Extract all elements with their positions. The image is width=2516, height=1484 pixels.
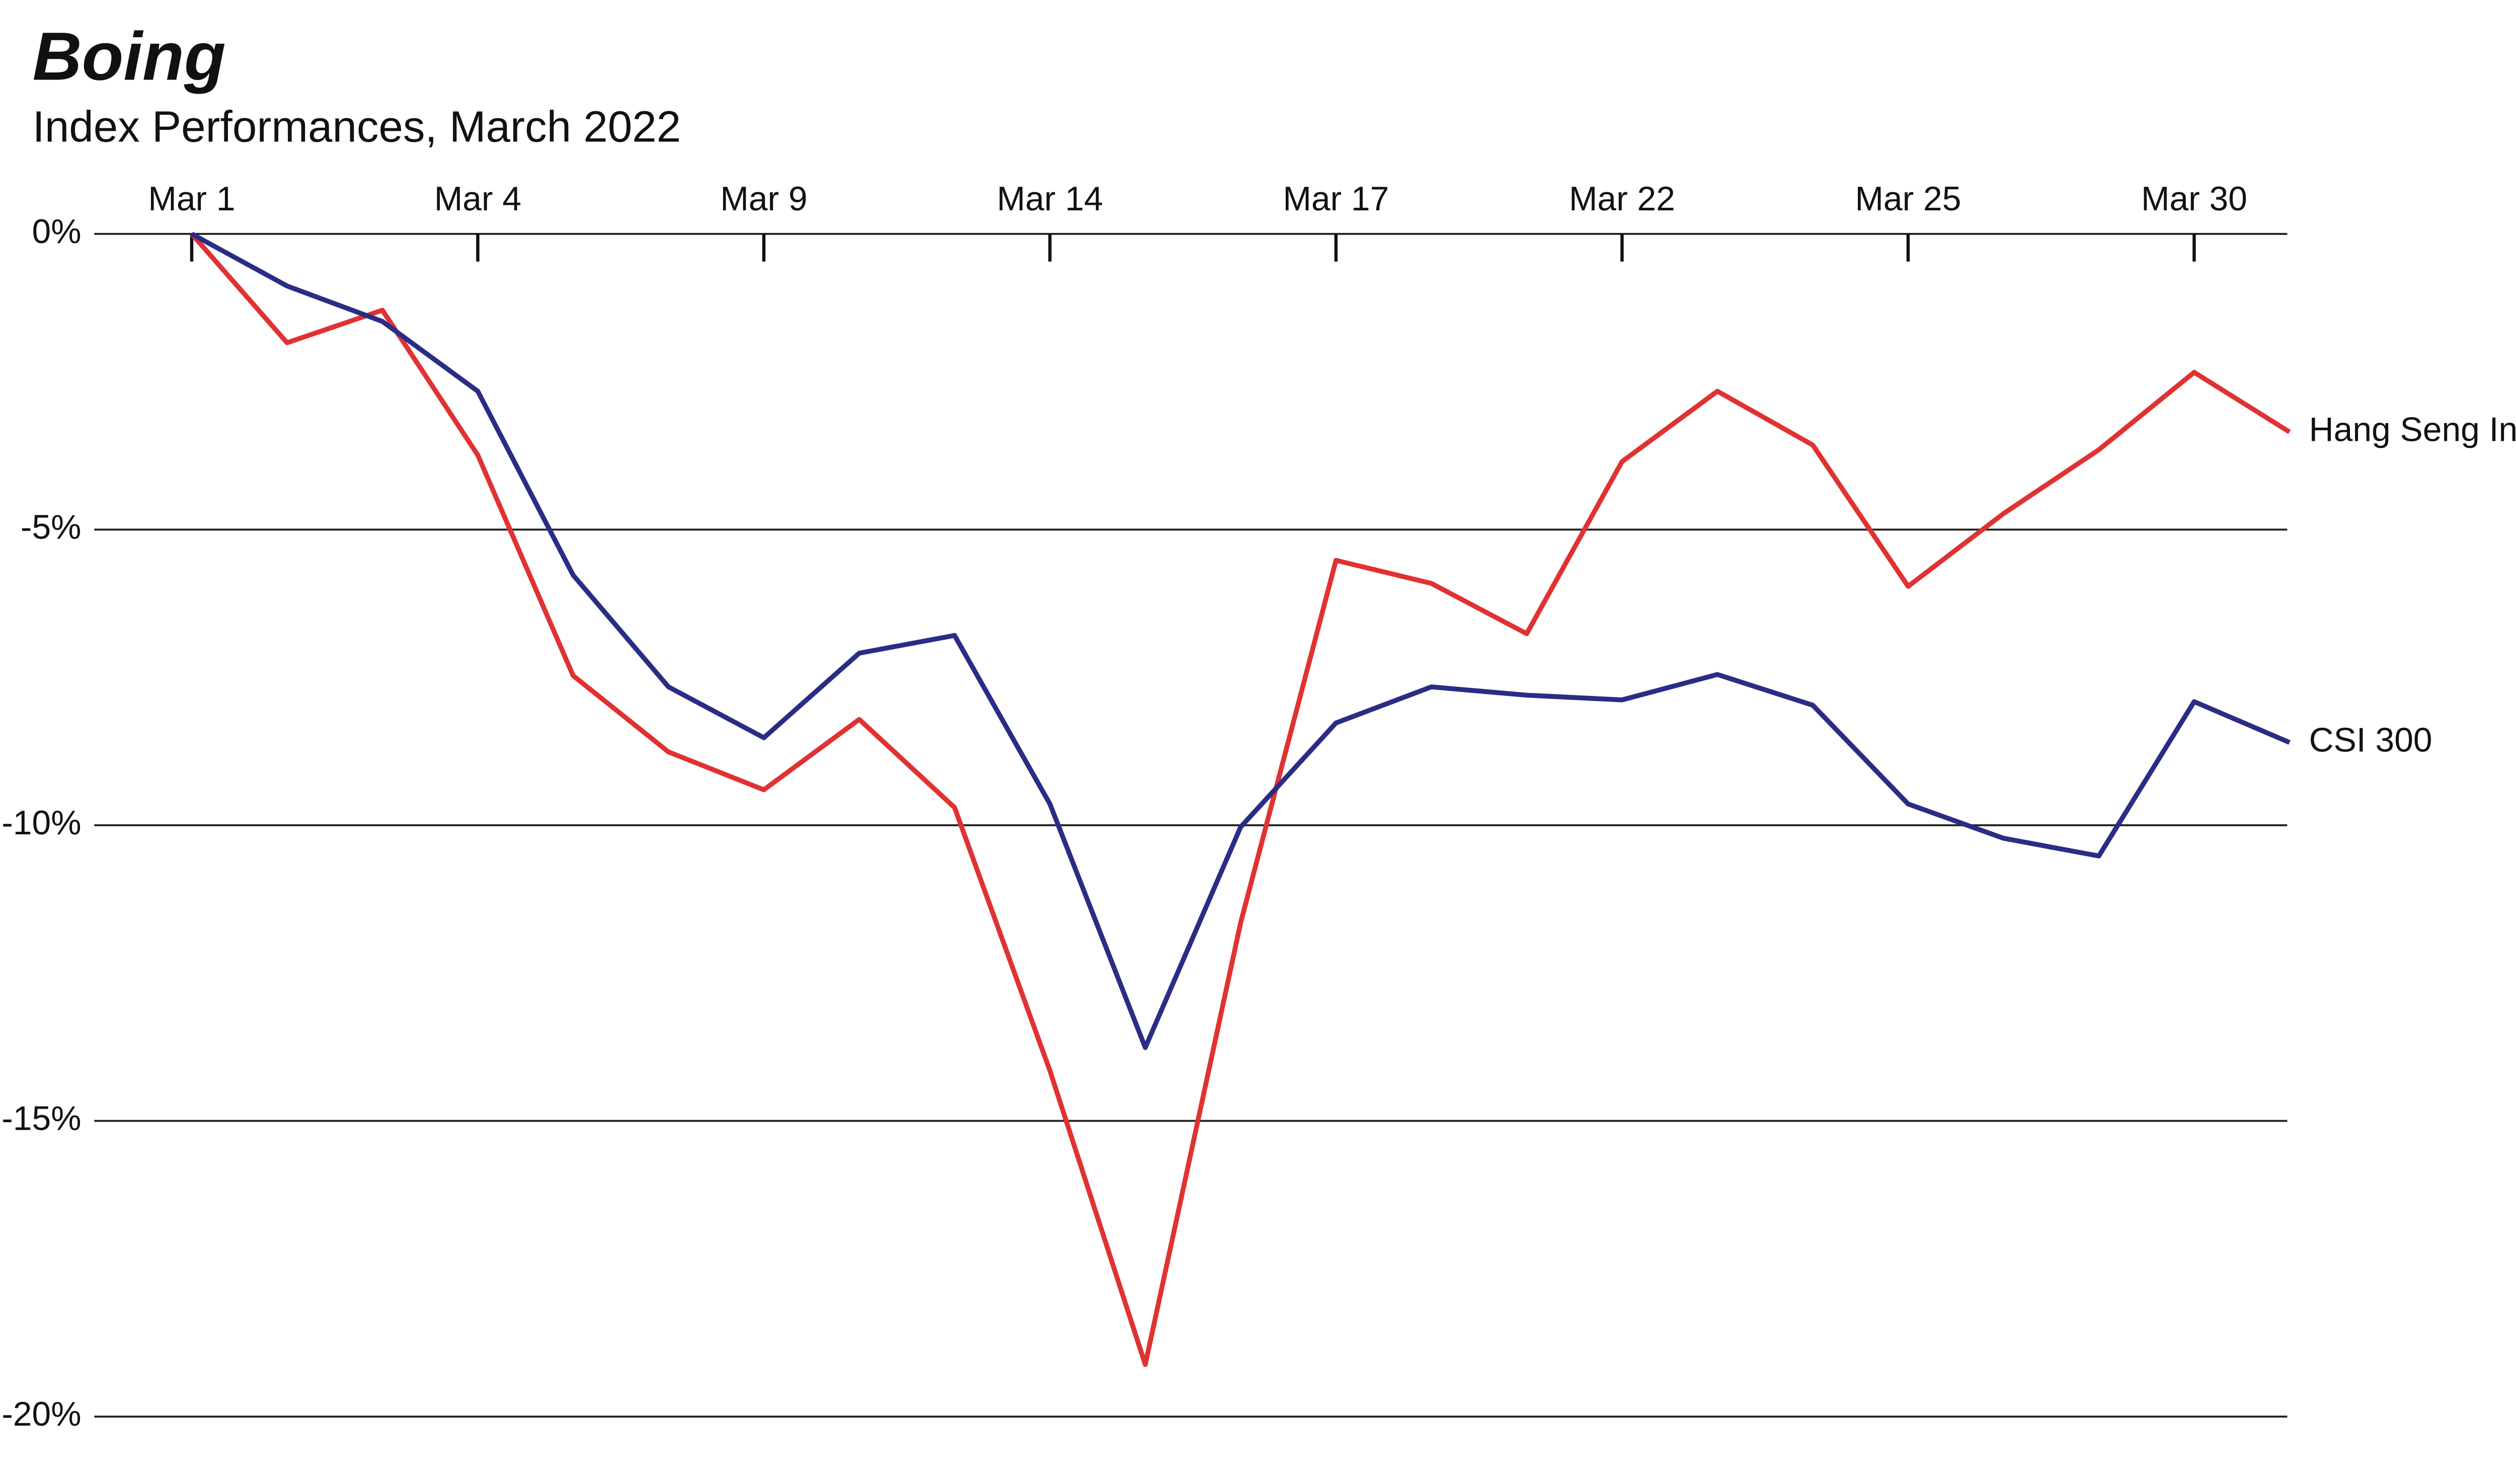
series-line	[190, 232, 2291, 1367]
x-tick-label: Mar 4	[434, 180, 521, 218]
x-tick-label: Mar 25	[1855, 180, 1961, 218]
y-tick-label: 0%	[32, 213, 82, 251]
series-line	[190, 231, 2291, 1050]
chart-subtitle: Index Performances, March 2022	[33, 102, 681, 151]
x-tick-label: Mar 22	[1569, 180, 1675, 218]
chart-title: Boing	[33, 18, 226, 94]
x-tick-label: Mar 14	[997, 180, 1103, 218]
x-tick-label: Mar 17	[1283, 180, 1389, 218]
y-tick-label: -20%	[2, 1395, 81, 1433]
x-tick-label: Mar 1	[148, 180, 235, 218]
legend-label: CSI 300	[2309, 721, 2432, 759]
y-tick-label: -10%	[2, 804, 81, 842]
x-tick-label: Mar 30	[2141, 180, 2247, 218]
legend-label: Hang Seng Index	[2309, 411, 2516, 448]
y-tick-label: -5%	[21, 508, 82, 546]
y-tick-label: -15%	[2, 1100, 81, 1137]
x-tick-label: Mar 9	[720, 180, 807, 218]
